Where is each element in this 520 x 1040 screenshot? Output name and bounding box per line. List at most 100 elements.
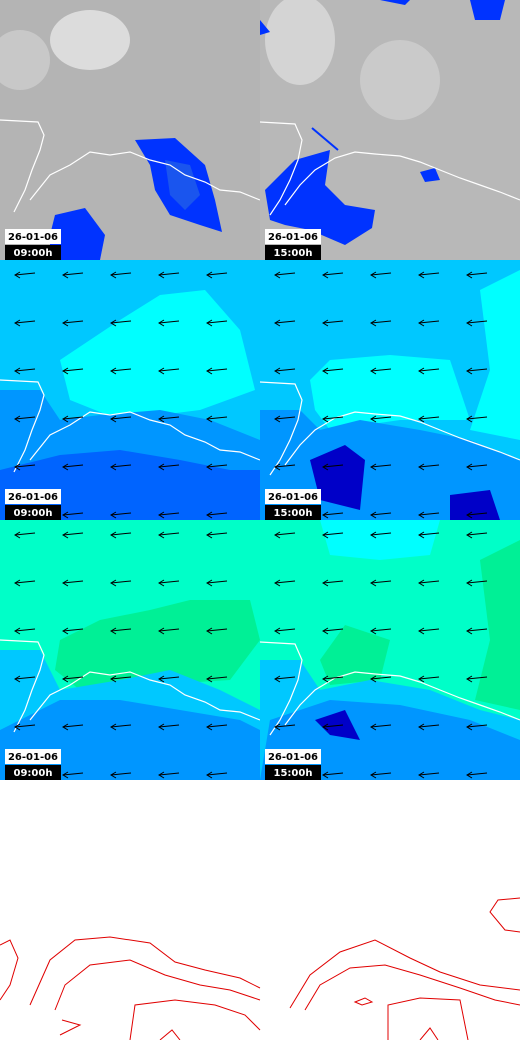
- arrow-shaft: [62, 580, 84, 584]
- arrow-head: [322, 723, 329, 731]
- wind-arrow: [110, 463, 132, 471]
- temp-zone: [0, 700, 260, 780]
- arrow-shaft: [274, 580, 296, 584]
- arrow-shaft: [110, 416, 132, 420]
- arrow-head: [370, 271, 377, 279]
- arrow-head: [206, 511, 213, 519]
- wind-arrow: [274, 579, 296, 587]
- arrow-head: [370, 675, 377, 683]
- arrow-head: [466, 463, 473, 471]
- arrow-head: [418, 271, 425, 279]
- wind-arrow: [62, 579, 84, 587]
- arrow-shaft: [322, 368, 344, 372]
- wind-arrow: [466, 319, 488, 327]
- arrow-head: [110, 463, 117, 471]
- date-box: [5, 749, 61, 764]
- arrow-head: [370, 463, 377, 471]
- arrow-shaft: [322, 320, 344, 324]
- arrow-shaft: [62, 772, 84, 776]
- arrow-head: [206, 627, 213, 635]
- arrow-head: [110, 415, 117, 423]
- wind-arrow: [14, 675, 36, 683]
- arrow-shaft: [370, 464, 392, 468]
- wind-arrow: [274, 319, 296, 327]
- wind-arrow: [466, 415, 488, 423]
- wind-arrow: [206, 723, 228, 731]
- arrow-shaft: [274, 320, 296, 324]
- temp-zone: [320, 520, 440, 560]
- arrow-shaft: [110, 772, 132, 776]
- arrow-shaft: [62, 512, 84, 516]
- wind-arrow: [274, 627, 296, 635]
- arrow-shaft: [418, 580, 440, 584]
- arrow-shaft: [370, 532, 392, 536]
- wind-arrow: [370, 579, 392, 587]
- wind-arrow: [62, 367, 84, 375]
- wind-arrow: [322, 579, 344, 587]
- arrow-shaft: [110, 532, 132, 536]
- arrow-head: [370, 771, 377, 779]
- wind-arrow: [466, 271, 488, 279]
- arrow-shaft: [466, 272, 488, 276]
- arrow-head: [466, 579, 473, 587]
- arrow-shaft: [322, 772, 344, 776]
- arrow-shaft: [158, 772, 180, 776]
- wind-arrow: [110, 319, 132, 327]
- wind-arrow: [158, 415, 180, 423]
- arrow-head: [14, 579, 21, 587]
- wind-arrow: [206, 463, 228, 471]
- arrow-head: [158, 627, 165, 635]
- arrow-shaft: [110, 580, 132, 584]
- arrow-head: [110, 627, 117, 635]
- wind-zone: [310, 355, 470, 430]
- arrow-shaft: [274, 724, 296, 728]
- arrow-shaft: [322, 676, 344, 680]
- arrow-head: [158, 531, 165, 539]
- time-box: [5, 505, 61, 520]
- arrow-head: [274, 463, 281, 471]
- time-label: 09:00h: [14, 248, 53, 259]
- arrow-shaft: [206, 464, 228, 468]
- arrow-shaft: [370, 628, 392, 632]
- arrow-head: [62, 319, 69, 327]
- arrow-shaft: [158, 676, 180, 680]
- precip-area: [470, 0, 505, 20]
- arrow-head: [62, 579, 69, 587]
- arrow-shaft: [206, 772, 228, 776]
- wind-arrow: [274, 367, 296, 375]
- arrow-shaft: [206, 628, 228, 632]
- arrow-shaft: [322, 512, 344, 516]
- wind-arrow: [322, 319, 344, 327]
- arrow-shaft: [158, 628, 180, 632]
- wind-arrow: [158, 579, 180, 587]
- arrow-head: [466, 627, 473, 635]
- arrow-shaft: [466, 532, 488, 536]
- arrow-shaft: [158, 464, 180, 468]
- wind-arrow: [206, 579, 228, 587]
- arrow-shaft: [158, 368, 180, 372]
- date-box: [265, 489, 321, 504]
- wind-arrow: [110, 771, 132, 779]
- wind-arrow: [274, 675, 296, 683]
- wind-arrow: [158, 723, 180, 731]
- date-label: 26-01-06: [268, 752, 318, 763]
- arrow-head: [14, 531, 21, 539]
- wind-arrow: [110, 723, 132, 731]
- arrow-head: [110, 531, 117, 539]
- arrow-shaft: [370, 272, 392, 276]
- wind-arrow: [418, 771, 440, 779]
- arrow-shaft: [206, 368, 228, 372]
- precip-area: [420, 168, 440, 182]
- wind-arrow: [110, 367, 132, 375]
- arrow-head: [206, 531, 213, 539]
- arrow-shaft: [466, 320, 488, 324]
- wind-arrow: [466, 675, 488, 683]
- arrow-head: [206, 675, 213, 683]
- time-box: [265, 245, 321, 260]
- arrow-shaft: [110, 272, 132, 276]
- wind-arrow: [322, 271, 344, 279]
- arrow-head: [466, 367, 473, 375]
- arrow-shaft: [418, 416, 440, 420]
- cloud: [0, 30, 50, 90]
